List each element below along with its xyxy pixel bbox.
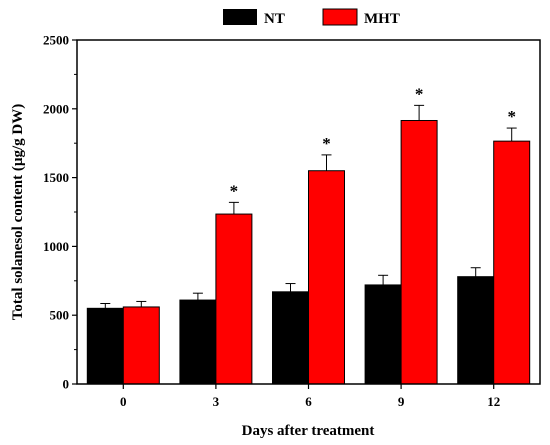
x-tick-label-12: 12	[487, 394, 500, 409]
bar-nt-day-9	[364, 284, 402, 385]
y-tick-label: 500	[50, 308, 70, 323]
significance-marker-day-9: *	[415, 84, 424, 103]
bar-nt-day-3	[179, 299, 217, 385]
y-tick-label: 2500	[43, 33, 69, 48]
bar-mht-day-6	[308, 170, 345, 385]
legend-label-nt: NT	[264, 11, 285, 27]
y-tick-label: 1500	[43, 170, 69, 185]
bar-mht-day-0	[122, 306, 160, 385]
legend-label-mht: MHT	[364, 11, 400, 27]
bar-nt-day-6	[272, 291, 309, 385]
x-tick-label-6: 6	[305, 394, 312, 409]
y-axis-label: Total solanesol content (µg/g DW)	[10, 104, 26, 320]
y-tick-label: 0	[63, 377, 70, 392]
bar-mht-day-9	[400, 119, 438, 385]
bar-mht-day-3	[215, 213, 253, 385]
x-tick-label-0: 0	[120, 394, 127, 409]
x-axis: 0 3 6 9 12	[120, 384, 500, 409]
significance-marker-day-3: *	[230, 181, 239, 200]
y-tick-label: 2000	[43, 101, 69, 116]
x-axis-label: Days after treatment	[242, 423, 375, 439]
legend: NT MHT	[223, 8, 400, 27]
legend-swatch-mht	[322, 8, 358, 26]
significance-marker-day-6: *	[322, 134, 331, 153]
bar-mht-day-12	[493, 140, 531, 385]
y-axis: 0 500 1000 1500 2000 2500	[43, 33, 77, 392]
y-tick-label: 1000	[43, 239, 69, 254]
x-tick-label-3: 3	[213, 394, 220, 409]
bar-nt-day-12	[457, 276, 495, 385]
x-tick-label-9: 9	[398, 394, 405, 409]
legend-swatch-nt	[223, 9, 257, 25]
bar-nt-day-0	[86, 307, 124, 385]
significance-marker-day-12: *	[507, 107, 516, 126]
plot-area: * * * *	[86, 84, 531, 385]
